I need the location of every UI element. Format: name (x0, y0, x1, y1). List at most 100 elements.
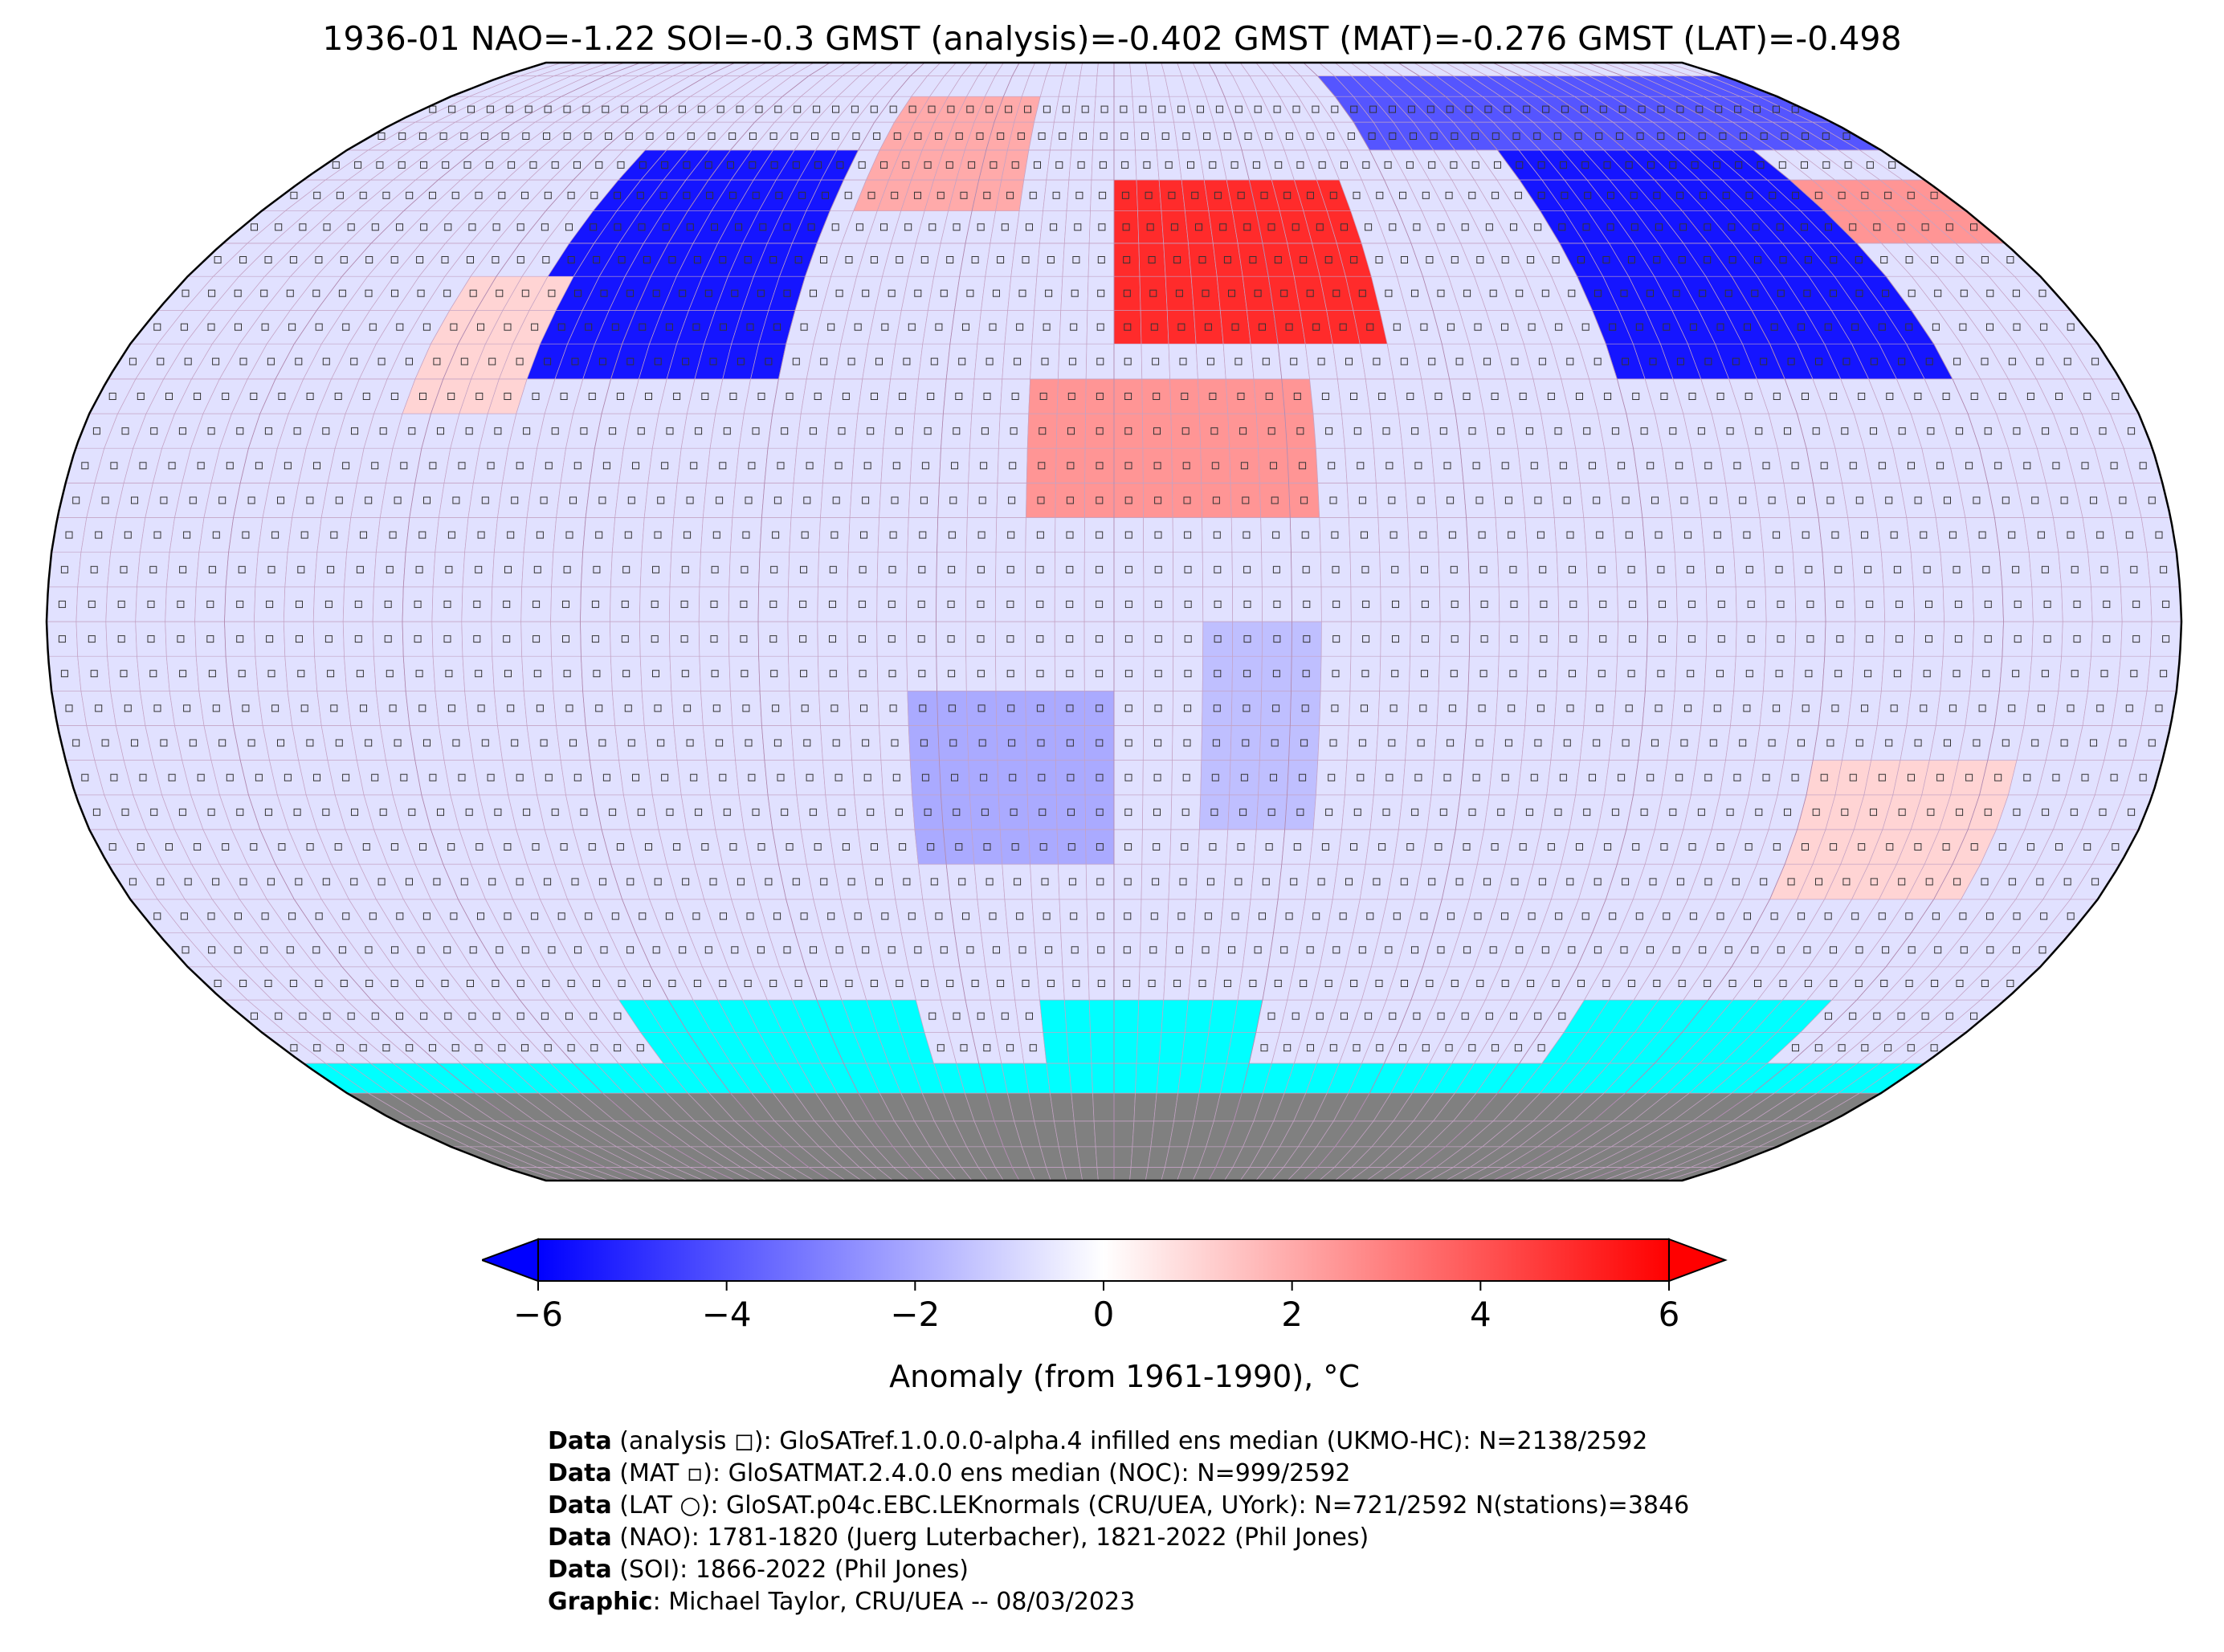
analysis-marker (1908, 773, 1915, 781)
analysis-marker (255, 773, 263, 781)
analysis-marker (139, 462, 147, 470)
analysis-marker (1525, 808, 1533, 816)
analysis-marker (990, 161, 998, 169)
analysis-marker (496, 946, 504, 954)
analysis-marker (1332, 289, 1341, 297)
analysis-marker (58, 635, 66, 643)
analysis-marker (1382, 808, 1390, 816)
analysis-marker (178, 427, 186, 435)
analysis-marker (888, 670, 896, 678)
analysis-marker (2013, 323, 2021, 331)
analysis-marker (871, 393, 878, 400)
analysis-marker (899, 393, 907, 400)
analysis-marker (908, 105, 916, 113)
analysis-marker (2014, 600, 2022, 608)
analysis-marker (1931, 256, 1939, 263)
analysis-marker (851, 105, 859, 113)
analysis-marker (208, 565, 216, 573)
analysis-marker (983, 843, 991, 850)
analysis-marker (1120, 133, 1128, 140)
analysis-marker (297, 670, 305, 678)
analysis-marker (1306, 133, 1314, 140)
analysis-marker (1296, 808, 1304, 816)
analysis-marker (1039, 843, 1047, 850)
analysis-marker (2042, 808, 2050, 816)
analysis-marker (1468, 427, 1476, 435)
analysis-marker (1982, 565, 1990, 573)
analysis-marker (889, 704, 897, 712)
analysis-marker (1421, 600, 1429, 608)
analysis-marker (1210, 427, 1218, 435)
analysis-marker (1400, 357, 1408, 365)
analysis-marker (1177, 105, 1185, 113)
analysis-marker (799, 600, 807, 608)
analysis-marker (460, 357, 468, 365)
analysis-marker (914, 133, 922, 140)
analysis-marker (1361, 531, 1368, 539)
data-credits: Data (analysis ◻): GloSATref.1.0.0.0-alp… (548, 1426, 1689, 1618)
analysis-marker (1878, 912, 1886, 920)
analysis-marker (2130, 670, 2138, 678)
analysis-marker (521, 191, 528, 199)
analysis-marker (928, 1012, 937, 1020)
analysis-marker (2162, 635, 2170, 643)
analysis-marker (1420, 323, 1428, 331)
analysis-marker (1855, 980, 1863, 987)
analysis-marker (153, 531, 161, 539)
analysis-marker (1559, 161, 1567, 169)
analysis-marker (504, 912, 512, 920)
analysis-marker (551, 427, 559, 435)
analysis-marker (844, 191, 852, 199)
analysis-marker (1170, 223, 1178, 231)
analysis-marker (1300, 256, 1308, 263)
analysis-marker (1581, 323, 1589, 331)
analysis-marker (160, 496, 168, 504)
analysis-marker (930, 878, 938, 886)
analysis-marker (184, 357, 192, 365)
analysis-marker (668, 980, 676, 987)
analysis-marker (2103, 600, 2111, 608)
analysis-marker (2040, 323, 2048, 331)
analysis-marker (487, 773, 495, 781)
analysis-marker (1353, 191, 1361, 199)
analysis-marker (1009, 773, 1017, 781)
analysis-marker (1716, 565, 1724, 573)
analysis-marker (1925, 635, 1932, 643)
analysis-marker (1479, 565, 1487, 573)
analysis-marker (1417, 739, 1425, 747)
analysis-marker (1647, 462, 1655, 470)
analysis-marker (157, 878, 165, 886)
analysis-marker (1124, 496, 1132, 504)
analysis-marker (494, 808, 502, 816)
analysis-marker (777, 462, 785, 470)
analysis-marker (1934, 946, 1942, 954)
analysis-marker (2070, 427, 2078, 435)
analysis-marker (504, 670, 512, 678)
colorbar-extend-low (482, 1238, 539, 1283)
analysis-marker (1676, 105, 1684, 113)
analysis-marker (1566, 704, 1574, 712)
analysis-marker (386, 565, 394, 573)
analysis-marker (567, 1044, 575, 1052)
analysis-marker (977, 1012, 985, 1020)
analysis-marker (496, 289, 504, 297)
analysis-marker (1097, 980, 1105, 987)
analysis-marker (1830, 843, 1838, 850)
analysis-marker (661, 462, 669, 470)
analysis-marker (1447, 496, 1455, 504)
analysis-marker (684, 531, 692, 539)
analysis-marker (267, 878, 275, 886)
analysis-marker (180, 323, 188, 331)
analysis-marker (1851, 912, 1859, 920)
analysis-marker (1181, 843, 1189, 850)
analysis-marker (1369, 105, 1377, 113)
analysis-marker (1676, 878, 1684, 886)
analysis-marker (690, 462, 698, 470)
analysis-marker (1074, 223, 1082, 231)
analysis-marker (728, 191, 737, 199)
analysis-marker (2052, 773, 2060, 781)
analysis-marker (1475, 496, 1483, 504)
analysis-marker (783, 223, 791, 231)
analysis-marker (800, 565, 807, 573)
analysis-marker (377, 357, 386, 365)
